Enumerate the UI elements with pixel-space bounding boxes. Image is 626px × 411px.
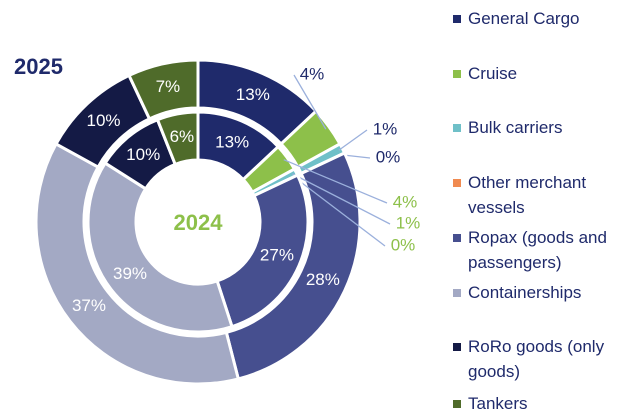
legend-label: Bulk carriers (468, 118, 563, 137)
data-label: 7% (156, 77, 181, 96)
legend-swatch (453, 179, 461, 187)
legend-item: Containerships (453, 280, 626, 305)
legend-item: Ropax (goods and passengers) (453, 225, 626, 275)
legend-swatch (453, 343, 461, 351)
legend-swatch (453, 400, 461, 408)
data-label: 13% (215, 133, 249, 152)
donut-slice (127, 58, 200, 121)
data-label: 1% (396, 213, 421, 232)
data-label: 28% (306, 270, 340, 289)
leader-line (283, 159, 388, 204)
data-label: 4% (393, 192, 418, 211)
legend-label: RoRo goods (only goods) (468, 337, 605, 381)
donut-slice (86, 160, 234, 334)
legend-item: Cruise (453, 61, 626, 86)
data-label: 1% (373, 119, 398, 138)
data-label: 6% (170, 127, 195, 146)
legend-label: Other merchant vessels (468, 173, 587, 217)
donut-slice (215, 173, 310, 329)
donut-slice (34, 141, 241, 386)
legend-label: General Cargo (468, 9, 580, 28)
inner-ring-label: 2024 (174, 210, 224, 235)
data-label: 39% (113, 264, 147, 283)
data-label: 4% (300, 64, 325, 83)
legend-label: Tankers (468, 394, 528, 411)
legend-item: Other merchant vessels (453, 170, 626, 220)
leader-line (293, 176, 386, 247)
legend-swatch (453, 234, 461, 242)
legend-label: Cruise (468, 64, 518, 83)
legend-swatch (453, 124, 461, 132)
data-label: 0% (391, 235, 416, 254)
leader-line (292, 173, 391, 225)
data-label: 10% (87, 111, 121, 130)
legend-label: Ropax (goods and passengers) (468, 228, 607, 272)
legend-swatch (453, 15, 461, 23)
legend-label: Containerships (468, 283, 582, 302)
legend-item: Tankers (453, 391, 626, 411)
data-label: 27% (260, 246, 294, 265)
data-label: 13% (236, 85, 270, 104)
data-label: 0% (376, 147, 401, 166)
donut-slice (155, 110, 200, 167)
legend-item: RoRo goods (only goods) (453, 334, 626, 384)
legend-item: Bulk carriers (453, 115, 626, 140)
legend-swatch (453, 289, 461, 297)
leader-line (293, 74, 327, 130)
leader-line (338, 129, 368, 151)
outer-ring-label: 2025 (14, 54, 63, 79)
data-label: 37% (72, 296, 106, 315)
data-label: 10% (126, 145, 160, 164)
legend-item: General Cargo (453, 6, 626, 31)
legend-swatch (453, 70, 461, 78)
